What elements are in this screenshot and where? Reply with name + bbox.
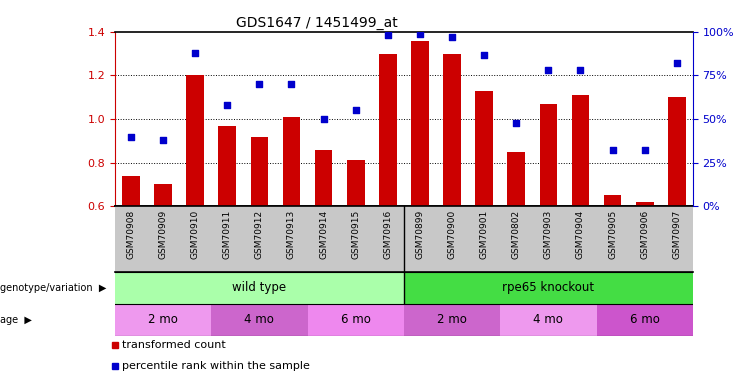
Text: 4 mo: 4 mo — [245, 313, 274, 326]
Point — [639, 147, 651, 153]
Point — [607, 147, 619, 153]
Point — [446, 34, 458, 40]
Bar — [475, 91, 493, 206]
Text: GSM70904: GSM70904 — [576, 210, 585, 259]
Text: GSM70802: GSM70802 — [512, 210, 521, 259]
Text: 2 mo: 2 mo — [437, 313, 467, 326]
Text: percentile rank within the sample: percentile rank within the sample — [122, 361, 310, 370]
Text: GSM70905: GSM70905 — [608, 210, 617, 259]
Text: rpe65 knockout: rpe65 knockout — [502, 281, 594, 294]
Point — [253, 81, 265, 87]
Bar — [539, 104, 557, 206]
Bar — [404, 272, 693, 304]
Text: GSM70915: GSM70915 — [351, 210, 360, 259]
Bar — [379, 54, 396, 206]
Bar — [115, 304, 211, 336]
Bar — [186, 75, 204, 206]
Bar — [636, 202, 654, 206]
Text: genotype/variation  ▶: genotype/variation ▶ — [0, 283, 107, 293]
Bar — [219, 126, 236, 206]
Bar — [154, 184, 172, 206]
Point — [157, 137, 169, 143]
Bar — [115, 272, 404, 304]
Bar — [508, 152, 525, 206]
Text: GSM70909: GSM70909 — [159, 210, 167, 259]
Point — [671, 60, 682, 66]
Bar — [250, 136, 268, 206]
Bar — [411, 40, 429, 206]
Text: GSM70911: GSM70911 — [223, 210, 232, 259]
Point — [478, 51, 490, 57]
Point — [350, 107, 362, 113]
Text: age  ▶: age ▶ — [0, 315, 32, 325]
Point — [222, 102, 233, 108]
Text: 2 mo: 2 mo — [148, 313, 178, 326]
Bar — [443, 54, 461, 206]
Text: GSM70899: GSM70899 — [416, 210, 425, 259]
Bar — [347, 160, 365, 206]
Point — [382, 32, 393, 38]
Bar — [404, 304, 500, 336]
Point — [125, 134, 137, 140]
Bar — [571, 95, 589, 206]
Text: GSM70912: GSM70912 — [255, 210, 264, 259]
Point — [511, 120, 522, 126]
Bar — [211, 304, 308, 336]
Text: GSM70916: GSM70916 — [383, 210, 392, 259]
Bar — [604, 195, 622, 206]
Bar — [122, 176, 140, 206]
Text: GSM70914: GSM70914 — [319, 210, 328, 259]
Bar — [500, 304, 597, 336]
Bar — [308, 304, 404, 336]
Text: wild type: wild type — [232, 281, 287, 294]
Point — [285, 81, 297, 87]
Text: 6 mo: 6 mo — [630, 313, 659, 326]
Text: 6 mo: 6 mo — [341, 313, 370, 326]
Point — [189, 50, 201, 56]
Text: 4 mo: 4 mo — [534, 313, 563, 326]
Bar — [668, 97, 685, 206]
Point — [542, 67, 554, 73]
Text: GSM70907: GSM70907 — [672, 210, 681, 259]
Text: GSM70906: GSM70906 — [640, 210, 649, 259]
Bar — [597, 304, 693, 336]
Text: GSM70913: GSM70913 — [287, 210, 296, 259]
Bar — [282, 117, 300, 206]
Text: GSM70901: GSM70901 — [479, 210, 488, 259]
Text: GSM70900: GSM70900 — [448, 210, 456, 259]
Text: transformed count: transformed count — [122, 340, 226, 350]
Point — [414, 31, 426, 37]
Bar — [315, 150, 333, 206]
Text: GSM70903: GSM70903 — [544, 210, 553, 259]
Text: GSM70910: GSM70910 — [190, 210, 199, 259]
Text: GSM70908: GSM70908 — [127, 210, 136, 259]
Point — [318, 116, 330, 122]
Point — [574, 67, 586, 73]
Text: GDS1647 / 1451499_at: GDS1647 / 1451499_at — [236, 16, 398, 30]
